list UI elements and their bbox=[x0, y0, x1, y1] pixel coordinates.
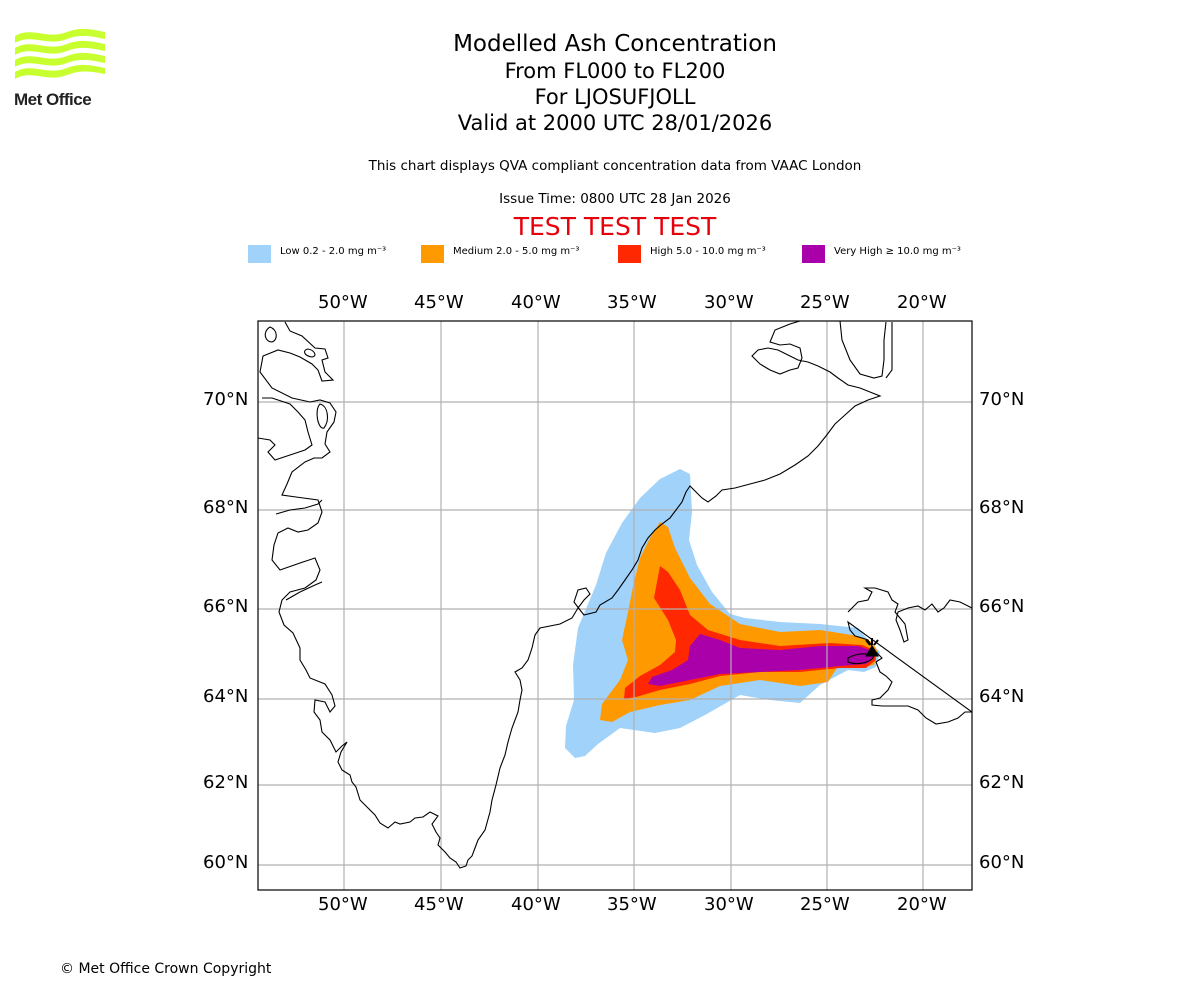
coastline-east-fjord bbox=[839, 321, 893, 379]
lat-tick-left: 62°N bbox=[203, 772, 249, 793]
lat-tick-right: 60°N bbox=[979, 852, 1025, 873]
lat-tick-right: 62°N bbox=[979, 772, 1025, 793]
legend-swatch-medium bbox=[421, 245, 444, 263]
lon-tick-top: 25°W bbox=[800, 292, 850, 313]
lat-tick-left: 60°N bbox=[203, 852, 249, 873]
chart-title: Modelled Ash Concentration From FL000 to… bbox=[0, 30, 1200, 136]
lat-tick-right: 66°N bbox=[979, 596, 1025, 617]
legend-label-high: High 5.0 - 10.0 mg m⁻³ bbox=[650, 246, 766, 257]
coastline-greenland-island-1 bbox=[264, 326, 277, 343]
test-banner: TEST TEST TEST bbox=[513, 212, 717, 241]
ash-very-high-region bbox=[648, 634, 874, 686]
title-line-4: Valid at 2000 UTC 28/01/2026 bbox=[457, 111, 773, 135]
legend-swatch-high bbox=[618, 245, 641, 263]
coastline-greenland-inlet-1 bbox=[258, 397, 313, 461]
lon-tick-bottom: 20°W bbox=[897, 894, 947, 915]
lon-tick-top: 45°W bbox=[414, 292, 464, 313]
copyright: © Met Office Crown Copyright bbox=[60, 961, 272, 977]
coastline-greenland-island-3 bbox=[316, 403, 329, 429]
title-line-3: For LJOSUFJOLL bbox=[534, 85, 696, 109]
lon-tick-top: 35°W bbox=[607, 292, 657, 313]
map-frame bbox=[257, 320, 973, 891]
lat-tick-left: 64°N bbox=[203, 686, 249, 707]
issue-time: Issue Time: 0800 UTC 28 Jan 2026 bbox=[499, 191, 731, 207]
lon-tick-bottom: 45°W bbox=[414, 894, 464, 915]
lat-tick-right: 68°N bbox=[979, 497, 1025, 518]
lat-tick-right: 64°N bbox=[979, 686, 1025, 707]
coastlines bbox=[258, 321, 972, 869]
gridlines bbox=[258, 321, 972, 890]
legend-swatch-very-high bbox=[802, 245, 825, 263]
coastline-greenland-inlet-2 bbox=[275, 499, 323, 515]
lat-tick-left: 68°N bbox=[203, 497, 249, 518]
lon-tick-bottom: 25°W bbox=[800, 894, 850, 915]
met-office-logo: Met Office bbox=[12, 28, 112, 114]
coastline-greenland-island-2 bbox=[303, 348, 316, 358]
title-line-1: Modelled Ash Concentration bbox=[453, 31, 777, 57]
lat-tick-left: 70°N bbox=[203, 389, 249, 410]
coastline-greenland-inlet-3 bbox=[285, 581, 323, 601]
lat-tick-right: 70°N bbox=[979, 389, 1025, 410]
title-line-2: From FL000 to FL200 bbox=[504, 59, 726, 83]
lon-tick-top: 50°W bbox=[318, 292, 368, 313]
lon-tick-top: 40°W bbox=[511, 292, 561, 313]
lon-tick-bottom: 30°W bbox=[704, 894, 754, 915]
subtitle: This chart displays QVA compliant concen… bbox=[368, 158, 862, 174]
lat-tick-left: 66°N bbox=[203, 596, 249, 617]
lon-tick-bottom: 35°W bbox=[607, 894, 657, 915]
legend-swatch-low bbox=[248, 245, 271, 263]
coastline-iceland bbox=[847, 587, 972, 725]
lon-tick-top: 20°W bbox=[897, 292, 947, 313]
legend: Low 0.2 - 2.0 mg m⁻³ Medium 2.0 - 5.0 mg… bbox=[0, 244, 1200, 264]
legend-label-low: Low 0.2 - 2.0 mg m⁻³ bbox=[280, 246, 387, 257]
lon-tick-top: 30°W bbox=[704, 292, 754, 313]
met-office-logo-text: Met Office bbox=[14, 90, 92, 109]
lon-tick-bottom: 50°W bbox=[318, 894, 368, 915]
lon-tick-bottom: 40°W bbox=[511, 894, 561, 915]
coastline-greenland-west bbox=[259, 321, 882, 869]
met-office-waves-icon bbox=[15, 28, 105, 79]
legend-label-very-high: Very High ≥ 10.0 mg m⁻³ bbox=[834, 246, 961, 257]
legend-label-medium: Medium 2.0 - 5.0 mg m⁻³ bbox=[453, 246, 580, 257]
volcano-marker-icon bbox=[865, 638, 879, 657]
